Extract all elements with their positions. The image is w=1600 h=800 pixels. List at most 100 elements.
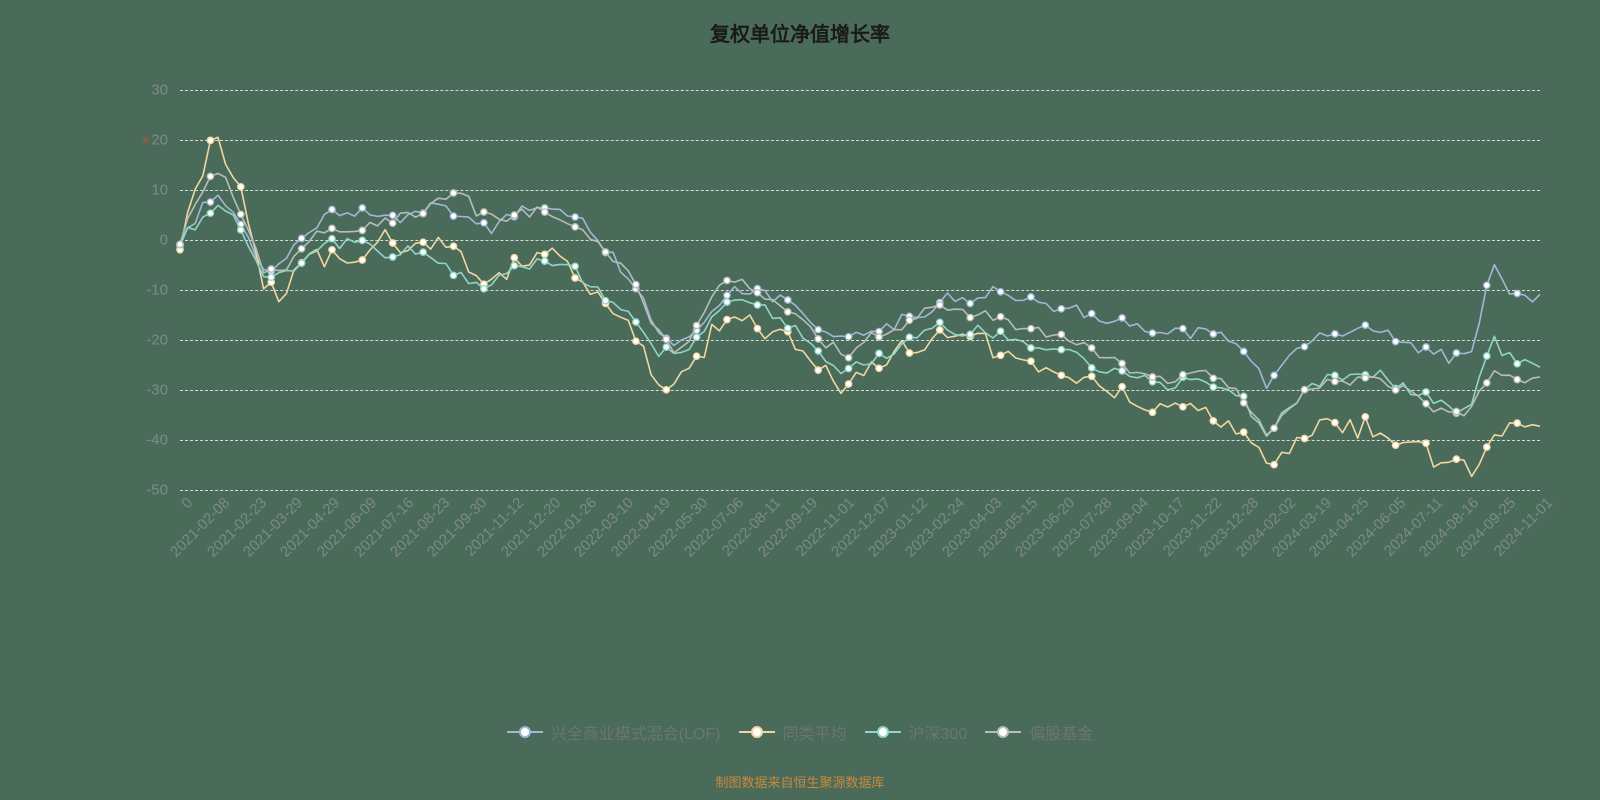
series-marker: [1210, 375, 1216, 381]
series-marker: [329, 225, 335, 231]
series-marker: [1362, 322, 1368, 328]
series-marker: [1058, 331, 1064, 337]
series-marker: [1119, 360, 1125, 366]
series-marker: [1362, 375, 1368, 381]
series-canvas: [180, 90, 1540, 490]
series-marker: [1484, 282, 1490, 288]
series-marker: [542, 258, 548, 264]
series-marker: [1271, 372, 1277, 378]
series-marker: [876, 334, 882, 340]
series-marker: [997, 328, 1003, 334]
series-marker: [1210, 384, 1216, 390]
series-marker: [785, 325, 791, 331]
series-marker: [359, 237, 365, 243]
series-marker: [390, 220, 396, 226]
series-marker: [1028, 326, 1034, 332]
series-marker: [1301, 344, 1307, 350]
series-marker: [329, 247, 335, 253]
series-marker: [1423, 401, 1429, 407]
series-marker: [633, 338, 639, 344]
series-marker: [1423, 344, 1429, 350]
series-marker: [1119, 384, 1125, 390]
series-marker: [876, 350, 882, 356]
y-tick-label: -10: [146, 282, 180, 299]
series-marker: [1210, 418, 1216, 424]
series-marker: [298, 246, 304, 252]
series-marker: [390, 240, 396, 246]
series-marker: [1028, 294, 1034, 300]
legend-swatch: [739, 725, 775, 739]
legend-swatch: [507, 725, 543, 739]
series-marker: [1180, 372, 1186, 378]
series-marker: [1514, 420, 1520, 426]
series-marker: [420, 239, 426, 245]
series-marker: [754, 290, 760, 296]
series-marker: [845, 381, 851, 387]
series-marker: [359, 205, 365, 211]
y-tick-label: -30: [146, 382, 180, 399]
series-marker: [845, 334, 851, 340]
series-line: [180, 195, 1540, 388]
series-marker: [1332, 331, 1338, 337]
series-marker: [724, 316, 730, 322]
series-marker: [1058, 306, 1064, 312]
series-marker: [390, 254, 396, 260]
series-marker: [602, 249, 608, 255]
series-marker: [481, 220, 487, 226]
series-line: [180, 205, 1540, 436]
series-marker: [1301, 387, 1307, 393]
series-marker: [511, 263, 517, 269]
series-marker: [1423, 440, 1429, 446]
series-marker: [724, 299, 730, 305]
y-tick-label: -40: [146, 432, 180, 449]
legend-label: 沪深300: [909, 720, 968, 744]
series-marker: [1089, 373, 1095, 379]
legend-label: 同类平均: [783, 720, 847, 744]
series-marker: [1514, 376, 1520, 382]
series-marker: [754, 325, 760, 331]
series-marker: [1514, 361, 1520, 367]
series-marker: [815, 348, 821, 354]
y-tick-label: 20: [151, 132, 180, 149]
series-marker: [815, 327, 821, 333]
series-marker: [511, 212, 517, 218]
series-marker: [542, 251, 548, 257]
series-marker: [663, 336, 669, 342]
series-marker: [693, 322, 699, 328]
series-marker: [481, 209, 487, 215]
series-marker: [238, 211, 244, 217]
legend-label: 兴全商业模式混合(LOF): [551, 720, 721, 744]
legend-item: 沪深300: [865, 720, 968, 744]
series-marker: [329, 206, 335, 212]
series-marker: [1362, 414, 1368, 420]
series-marker: [298, 235, 304, 241]
plot-area: -50-40-30-20-10010203002021-02-082021-02…: [180, 90, 1540, 490]
series-marker: [268, 274, 274, 280]
series-marker: [1028, 345, 1034, 351]
series-marker: [450, 272, 456, 278]
series-marker: [815, 367, 821, 373]
series-marker: [602, 298, 608, 304]
series-marker: [207, 199, 213, 205]
series-marker: [572, 214, 578, 220]
series-line: [180, 173, 1540, 435]
series-marker: [177, 241, 183, 247]
series-marker: [1301, 435, 1307, 441]
series-marker: [450, 243, 456, 249]
series-marker: [1453, 408, 1459, 414]
series-marker: [359, 257, 365, 263]
series-marker: [724, 277, 730, 283]
series-marker: [238, 227, 244, 233]
chart-footer: 制图数据来自恒生聚源数据库: [0, 772, 1600, 791]
series-marker: [359, 227, 365, 233]
series-marker: [906, 317, 912, 323]
series-marker: [693, 353, 699, 359]
series-marker: [1028, 358, 1034, 364]
series-marker: [997, 314, 1003, 320]
series-marker: [724, 292, 730, 298]
series-marker: [420, 210, 426, 216]
series-marker: [1484, 444, 1490, 450]
series-marker: [1514, 290, 1520, 296]
series-marker: [1149, 374, 1155, 380]
series-marker: [876, 365, 882, 371]
